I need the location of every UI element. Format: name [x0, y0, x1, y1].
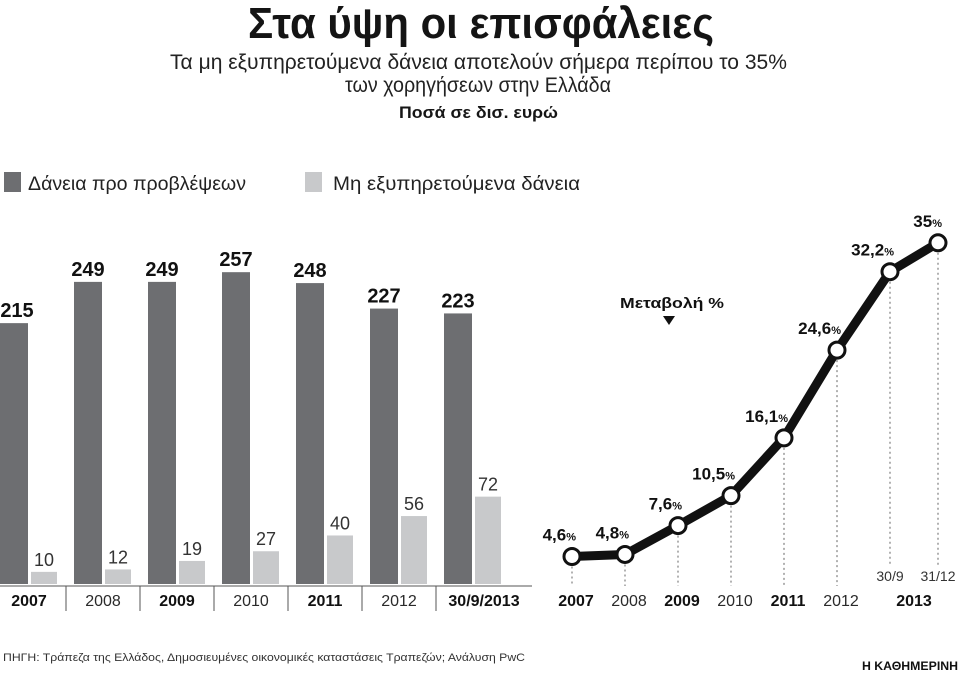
- down-arrow-icon: [663, 316, 675, 325]
- bar-npl-2010: [253, 551, 279, 584]
- legend-swatch-gross-loans: [4, 172, 21, 192]
- line-x-label-2009: 2009: [664, 593, 700, 610]
- npl-ratio-label-value: 4,6: [543, 526, 567, 545]
- npl-ratio-label-unit: %: [778, 413, 788, 425]
- bar-category-label-2007: 2007: [11, 593, 47, 610]
- bar-gross-loans-value-2010: 257: [219, 249, 252, 271]
- npl-ratio-label-value: 24,6: [798, 319, 831, 338]
- bar-npl-value-2012: 56: [404, 494, 424, 514]
- bar-npl-2009: [179, 560, 205, 584]
- npl-ratio-label-unit: %: [884, 247, 894, 259]
- npl-ratio-label-value: 7,6: [649, 495, 673, 514]
- bar-npl-value-30-9-2013: 72: [478, 475, 498, 495]
- bar-gross-loans-2009: [148, 281, 176, 584]
- npl-ratio-label: 24,6%: [798, 319, 841, 338]
- npl-ratio-label: 4,8%: [596, 523, 630, 542]
- bar-gross-loans-2008: [74, 281, 102, 584]
- bar-category-label-2010: 2010: [233, 593, 269, 610]
- bar-gross-loans-2011: [296, 283, 324, 584]
- line-x-label-2008: 2008: [611, 593, 647, 610]
- npl-ratio-line: [567, 238, 943, 562]
- bar-gross-loans-value-2011: 248: [293, 260, 326, 282]
- line-chart: Μεταβολή % 4,6% 4,8%7,6%10,5%16,1%24,6%32…: [543, 212, 956, 610]
- line-chart-title: Μεταβολή %: [620, 295, 724, 312]
- line-x-label-2007: 2007: [558, 593, 594, 610]
- npl-ratio-label: 4,6%: [543, 526, 577, 545]
- npl-ratio-label-unit: %: [831, 325, 841, 337]
- bar-npl-30-9-2013: [475, 496, 501, 584]
- legend-label-gross-loans: Δάνεια προ προβλέψεων: [28, 174, 246, 195]
- npl-ratio-point: [880, 262, 900, 282]
- bar-npl-2012: [401, 516, 427, 584]
- legend-label-npl: Μη εξυπηρετούμενα δάνεια: [333, 174, 580, 195]
- bar-gross-loans-2012: [370, 308, 398, 584]
- bar-gross-loans-value-2012: 227: [367, 286, 400, 308]
- line-x-label-2012: 2012: [823, 593, 859, 610]
- npl-ratio-label-unit: %: [672, 501, 682, 513]
- npl-ratio-label: 35%: [913, 212, 942, 231]
- npl-ratio-label-value: 4,8: [596, 523, 620, 542]
- bar-category-label-2008: 2008: [85, 593, 121, 610]
- line-x-label-2011: 2011: [771, 593, 806, 610]
- bar-category-label-2009: 2009: [159, 593, 195, 610]
- npl-ratio-label-value: 35: [913, 212, 932, 231]
- line-x-sublabel-30-9: 30/9: [876, 568, 903, 584]
- bar-npl-2008: [105, 569, 131, 584]
- page-title: Στα ύψη οι επισφάλειες: [248, 0, 714, 48]
- bar-gross-loans-30-9-2013: [444, 313, 472, 584]
- units-note: Ποσά σε δισ. ευρώ: [399, 103, 558, 122]
- bar-npl-value-2009: 19: [182, 539, 202, 559]
- line-x-label-2013: 2013: [896, 593, 932, 610]
- line-x-label-2010: 2010: [717, 593, 753, 610]
- npl-ratio-point: [562, 547, 582, 567]
- npl-ratio-label-value: 10,5: [692, 465, 725, 484]
- npl-ratio-point: [928, 233, 948, 253]
- bar-npl-2011: [327, 535, 353, 584]
- subtitle-line-1: Τα μη εξυπηρετούμενα δάνεια αποτελούν σή…: [170, 51, 787, 74]
- npl-ratio-label: 10,5%: [692, 465, 735, 484]
- npl-ratio-label: 16,1%: [745, 407, 788, 426]
- npl-ratio-label-unit: %: [725, 471, 735, 483]
- npl-ratio-point: [615, 544, 635, 564]
- bar-category-label-30-9-2013: 30/9/2013: [448, 593, 519, 610]
- npl-ratio-label: 32,2%: [851, 241, 894, 260]
- legend-swatch-npl: [305, 172, 322, 192]
- bar-gross-loans-2007: [0, 323, 28, 584]
- bar-gross-loans-value-2007: 215: [0, 300, 33, 322]
- bar-npl-value-2011: 40: [330, 513, 350, 533]
- bar-chart: 215 10 2007 249 12 2008 249 19 2009 257 27 2010 248 4…: [0, 249, 532, 611]
- npl-ratio-point: [668, 516, 688, 536]
- line-x-sublabel-31-12: 31/12: [920, 568, 955, 584]
- npl-ratio-point: [721, 486, 741, 506]
- npl-ratio-label-unit: %: [566, 532, 576, 544]
- bar-npl-value-2008: 12: [108, 547, 128, 567]
- npl-ratio-label-value: 32,2: [851, 241, 884, 260]
- npl-ratio-label: 7,6%: [649, 495, 683, 514]
- bar-npl-value-2007: 10: [34, 550, 54, 570]
- bar-gross-loans-value-30-9-2013: 223: [441, 290, 474, 312]
- bar-gross-loans-2010: [222, 272, 250, 584]
- publisher-logo: Η ΚΑΘΗΜΕΡΙΝΗ: [862, 659, 958, 673]
- npl-ratio-point: [774, 428, 794, 448]
- subtitle-line-2: των χορηγήσεων στην Ελλάδα: [345, 74, 611, 97]
- bar-gross-loans-value-2008: 249: [71, 259, 104, 281]
- npl-ratio-label-unit: %: [619, 529, 629, 541]
- bar-npl-value-2010: 27: [256, 529, 276, 549]
- source-note: ΠΗΓΗ: Τράπεζα της Ελλάδος, Δημοσιευμένες…: [3, 652, 525, 664]
- npl-ratio-point: [827, 340, 847, 360]
- bar-gross-loans-value-2009: 249: [145, 259, 178, 281]
- bar-category-label-2012: 2012: [381, 593, 417, 610]
- npl-ratio-label-unit: %: [932, 218, 942, 230]
- npl-ratio-label-value: 16,1: [745, 407, 778, 426]
- bar-npl-2007: [31, 571, 57, 584]
- legend: Δάνεια προ προβλέψεων Μη εξυπηρετούμενα …: [4, 172, 580, 195]
- bar-category-label-2011: 2011: [308, 593, 343, 610]
